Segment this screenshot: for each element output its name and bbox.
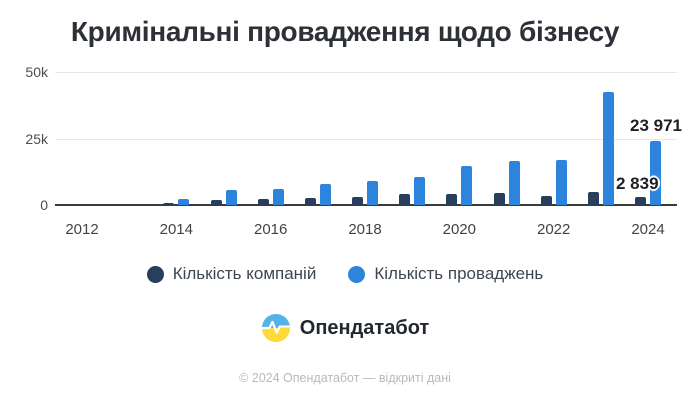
- bar-2023-companies: [587, 192, 599, 205]
- x-tick-2012: 2012: [65, 221, 99, 238]
- bar-2024-proceedings: [650, 141, 661, 205]
- gridline-50k: [55, 72, 677, 73]
- bar-2023-proceedings: [602, 92, 614, 205]
- bar-2015-companies: [210, 199, 222, 205]
- gridline-25k: [55, 139, 677, 140]
- bar-2015-proceedings: [225, 190, 237, 205]
- bar-2014-companies: [163, 203, 175, 205]
- annotation-proceedings-2024: 23 971: [630, 116, 682, 135]
- legend-label-proceedings: Кількість проваджень: [374, 264, 544, 283]
- x-tick-2020: 2020: [442, 221, 476, 238]
- opendatabot-brand: Опендатабот: [0, 313, 690, 343]
- legend-item-proceedings: Кількість проваджень: [348, 264, 543, 284]
- brand-name: Опендатабот: [299, 316, 430, 339]
- y-tick-0: 0: [40, 197, 48, 213]
- y-tick-50k: 50k: [25, 64, 48, 80]
- x-tick-2022: 2022: [537, 221, 571, 238]
- bar-2020-companies: [446, 193, 458, 205]
- logo-flag-top: [261, 313, 290, 328]
- x-tick-2014: 2014: [159, 221, 193, 238]
- y-tick-25k: 25k: [25, 131, 48, 147]
- bar-2022-proceedings: [555, 160, 567, 205]
- bar-2018-proceedings: [367, 181, 378, 205]
- opendatabot-logo-icon: [261, 313, 290, 343]
- x-tick-2024: 2024: [631, 221, 665, 238]
- logo-flag-bottom: [261, 328, 290, 343]
- x-tick-2018: 2018: [348, 221, 382, 238]
- bar-2019-companies: [399, 194, 411, 205]
- bar-2017-proceedings: [319, 183, 331, 205]
- bar-2022-companies: [540, 195, 552, 205]
- logo-pulse-line: [261, 320, 290, 334]
- proceedings-color-dot-icon: [348, 265, 366, 283]
- bar-2014-proceedings: [178, 198, 190, 205]
- bar-2017-companies: [304, 198, 316, 205]
- bar-chart: 50k 25k 0 2012 2014 2016 2018 2020 2022 2024 2…: [0, 58, 690, 248]
- bar-2018-companies: [352, 197, 363, 205]
- bar-2024-companies: [635, 197, 646, 205]
- bar-2021-proceedings: [508, 161, 520, 205]
- bar-2016-proceedings: [272, 189, 284, 205]
- bar-2021-companies: [493, 193, 505, 205]
- bar-2019-proceedings: [414, 177, 426, 205]
- bar-2020-proceedings: [461, 166, 473, 205]
- chart-title: Кримінальні провадження щодо бізнесу: [70, 16, 620, 47]
- bar-2016-companies: [257, 199, 269, 205]
- legend-item-companies: Кількість компаній: [146, 264, 317, 284]
- legend-label-companies: Кількість компаній: [172, 264, 317, 283]
- companies-color-dot-icon: [146, 265, 164, 283]
- x-axis-baseline: [55, 204, 677, 206]
- x-tick-2016: 2016: [254, 221, 288, 238]
- legend: Кількість компаній Кількість проваджень: [0, 264, 690, 284]
- annotation-companies-2024: 2 839: [616, 174, 659, 193]
- copyright-text: © 2024 Опендатабот — відкриті дані: [239, 371, 451, 385]
